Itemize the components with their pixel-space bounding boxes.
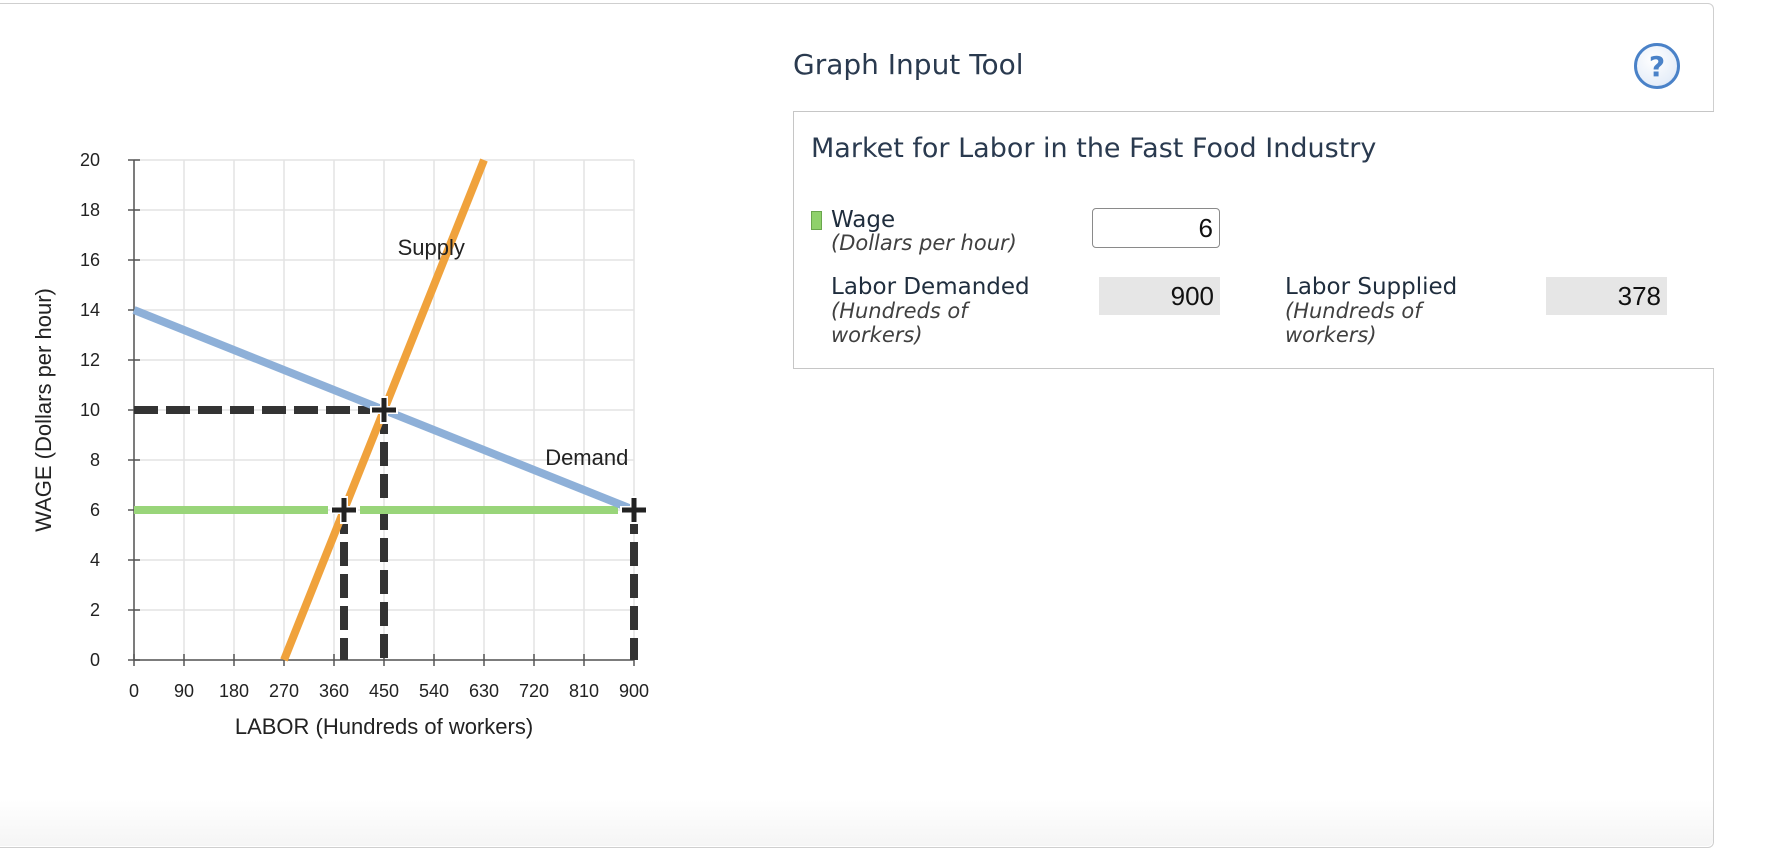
y-tick-label: 14 [80, 300, 100, 320]
x-tick-label: 630 [469, 681, 499, 701]
y-tick-label: 16 [80, 250, 100, 270]
y-tick-label: 0 [90, 650, 100, 670]
point-marker [330, 496, 358, 524]
x-tick-label: 90 [174, 681, 194, 701]
point-marker [620, 496, 648, 524]
y-tick-label: 8 [90, 450, 100, 470]
wage-units: (Dollars per hour) [831, 231, 1017, 255]
labor-demanded-value: 900 [1099, 277, 1220, 315]
y-tick-label: 10 [80, 400, 100, 420]
y-tick-label: 2 [90, 600, 100, 620]
x-tick-label: 720 [519, 681, 549, 701]
wage-input[interactable]: 6 [1092, 208, 1220, 248]
wage-label: Wage [831, 207, 896, 233]
tool-title: Graph Input Tool [793, 48, 1024, 81]
x-axis-title: LABOR (Hundreds of workers) [235, 714, 533, 739]
x-tick-label: 540 [419, 681, 449, 701]
curve-label: Demand [545, 445, 628, 470]
marker-plus [381, 398, 387, 422]
marker-plus [341, 498, 347, 522]
x-tick-label: 450 [369, 681, 399, 701]
wage-legend-swatch [811, 211, 822, 230]
help-button[interactable]: ? [1634, 43, 1680, 89]
y-axis-title: WAGE (Dollars per hour) [31, 288, 56, 532]
x-tick-label: 270 [269, 681, 299, 701]
labor-supplied-value: 378 [1546, 277, 1667, 315]
y-tick-label: 6 [90, 500, 100, 520]
question-mark-icon: ? [1648, 49, 1666, 83]
labor-market-chart[interactable]: 0 90 180 270 360 450 540 630 720 810 9000246810121… [0, 0, 700, 760]
curve-label: Supply [398, 235, 465, 260]
y-tick-label: 20 [80, 150, 100, 170]
input-panel: Market for Labor in the Fast Food Indust… [793, 111, 1714, 369]
y-tick-label: 4 [90, 550, 100, 570]
x-tick-label: 0 [129, 681, 139, 701]
frame-footer [0, 800, 1713, 846]
panel-title: Market for Labor in the Fast Food Indust… [811, 133, 1377, 164]
labor-supplied-label: Labor Supplied [1285, 274, 1458, 300]
labor-supplied-units: (Hundreds of workers) [1285, 299, 1422, 347]
labor-demanded-units: (Hundreds of workers) [831, 299, 968, 347]
point-marker [370, 396, 398, 424]
labor-demanded-label: Labor Demanded [831, 274, 1030, 300]
y-tick-label: 12 [80, 350, 100, 370]
x-tick-label: 900 [619, 681, 649, 701]
y-tick-label: 18 [80, 200, 100, 220]
x-tick-label: 360 [319, 681, 349, 701]
x-tick-label: 810 [569, 681, 599, 701]
marker-plus [631, 498, 637, 522]
x-tick-label: 180 [219, 681, 249, 701]
